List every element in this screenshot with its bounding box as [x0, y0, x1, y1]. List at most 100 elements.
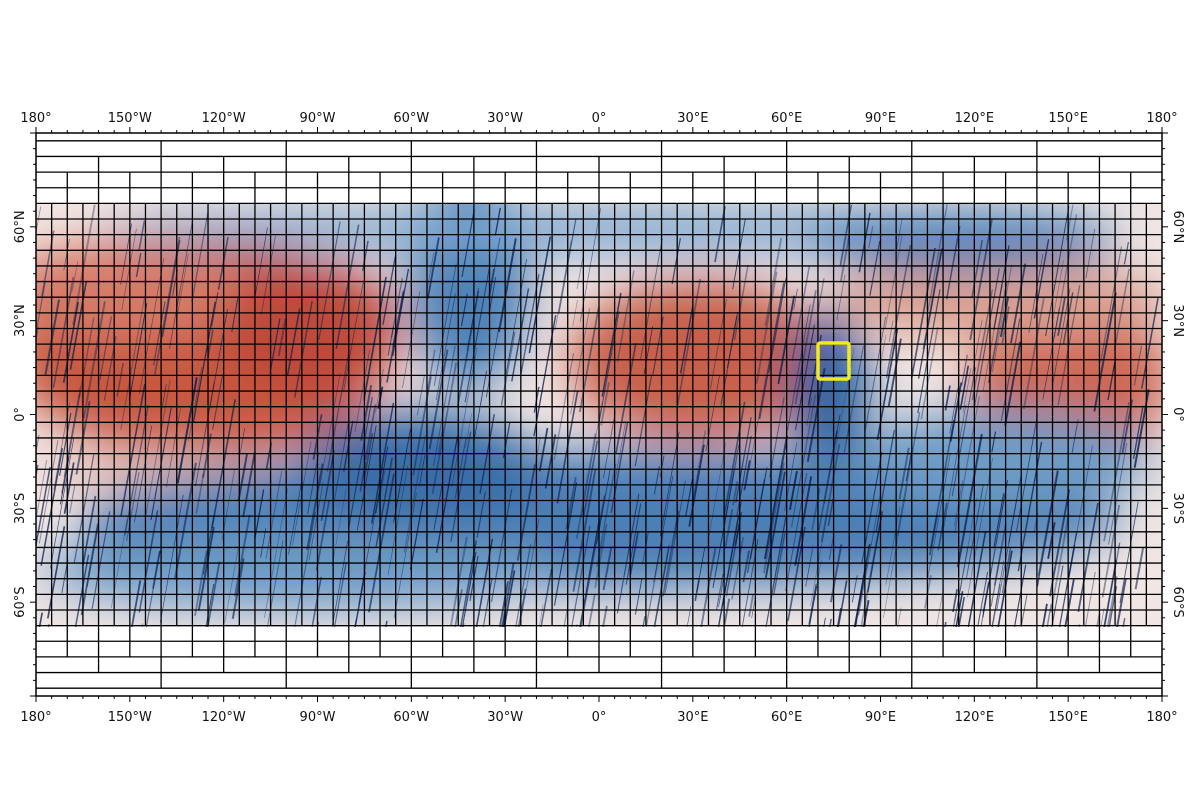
streak	[331, 489, 347, 566]
streak	[426, 252, 435, 293]
streak	[862, 599, 870, 627]
streak	[263, 488, 289, 619]
streak	[128, 303, 148, 401]
streak	[62, 301, 80, 383]
streak	[982, 582, 989, 613]
streak	[134, 425, 153, 523]
streak	[572, 469, 597, 592]
streak	[277, 319, 287, 357]
streak	[991, 264, 1013, 373]
streak	[416, 374, 425, 416]
top-label: 90°W	[300, 111, 336, 126]
streak	[741, 539, 759, 627]
streak	[853, 543, 871, 627]
streak	[755, 271, 778, 384]
streak	[153, 236, 181, 375]
top-label: 180°	[1146, 111, 1177, 126]
streak	[990, 547, 1003, 607]
streak	[36, 459, 48, 522]
streak	[596, 463, 617, 567]
labels: 180° 150°W 120°W 90°W 60°W 30°W 0° 30°E 60°E 90°E…	[13, 111, 1185, 725]
map-frame	[35, 132, 1163, 697]
streak	[464, 266, 491, 403]
streak	[967, 457, 993, 598]
bottom-label: 30°E	[677, 710, 708, 725]
streak	[211, 292, 219, 327]
top-label: 150°E	[1048, 111, 1088, 126]
streak	[1057, 284, 1081, 406]
streak	[138, 510, 159, 613]
streak	[763, 435, 788, 560]
streak	[563, 608, 568, 627]
bottom-label: 0°	[592, 710, 607, 725]
streak	[145, 550, 161, 627]
streak	[269, 318, 281, 373]
streak	[808, 583, 817, 625]
streak	[1000, 318, 1021, 421]
streak	[945, 225, 961, 300]
streak	[498, 238, 517, 332]
streak	[233, 514, 251, 597]
streak	[1119, 501, 1139, 604]
streak	[1106, 576, 1118, 627]
streak	[511, 288, 530, 382]
streak	[748, 593, 755, 617]
streak	[793, 288, 798, 310]
streak	[36, 206, 42, 235]
streak	[952, 545, 969, 627]
streak	[920, 327, 939, 420]
bottom-label: 90°W	[300, 710, 336, 725]
streak	[82, 496, 97, 566]
streak	[823, 430, 839, 504]
streak	[375, 446, 389, 514]
streak	[1108, 585, 1118, 627]
left-label: 60°N	[13, 210, 28, 243]
streak	[725, 511, 743, 597]
streak	[403, 435, 426, 553]
streak	[732, 218, 746, 290]
streak	[260, 528, 267, 558]
streak	[371, 402, 395, 524]
streak	[450, 431, 472, 542]
streak	[888, 320, 894, 342]
streak	[1122, 618, 1126, 627]
streak	[320, 450, 335, 522]
top-label: 150°W	[108, 111, 152, 126]
streak	[987, 281, 1008, 383]
streak	[554, 240, 572, 331]
streak	[461, 551, 477, 627]
streak	[936, 588, 944, 627]
streak	[827, 499, 834, 526]
top-label: 30°E	[677, 111, 708, 126]
streak	[326, 354, 350, 472]
streak	[205, 583, 215, 627]
streak	[864, 316, 887, 432]
streak	[166, 406, 182, 488]
streak	[99, 316, 112, 380]
streak	[993, 523, 1007, 586]
streak	[362, 624, 364, 627]
streak	[707, 442, 727, 543]
streak	[1015, 414, 1038, 533]
streak	[836, 607, 842, 627]
streak	[63, 462, 75, 514]
streak	[286, 308, 301, 376]
streak	[538, 427, 549, 472]
streak	[120, 296, 146, 430]
streak	[169, 220, 193, 349]
streak	[659, 431, 680, 537]
streak	[829, 544, 843, 603]
streak	[1004, 623, 1007, 627]
streak	[144, 380, 171, 520]
streak	[885, 244, 912, 378]
streak	[1052, 288, 1071, 386]
streak	[428, 349, 449, 450]
streak	[718, 574, 725, 608]
top-label: 90°E	[865, 111, 896, 126]
streak	[333, 417, 350, 501]
streak	[503, 570, 516, 627]
streak	[194, 550, 208, 617]
streak	[653, 466, 660, 495]
streak	[640, 238, 663, 360]
streak	[538, 604, 544, 627]
